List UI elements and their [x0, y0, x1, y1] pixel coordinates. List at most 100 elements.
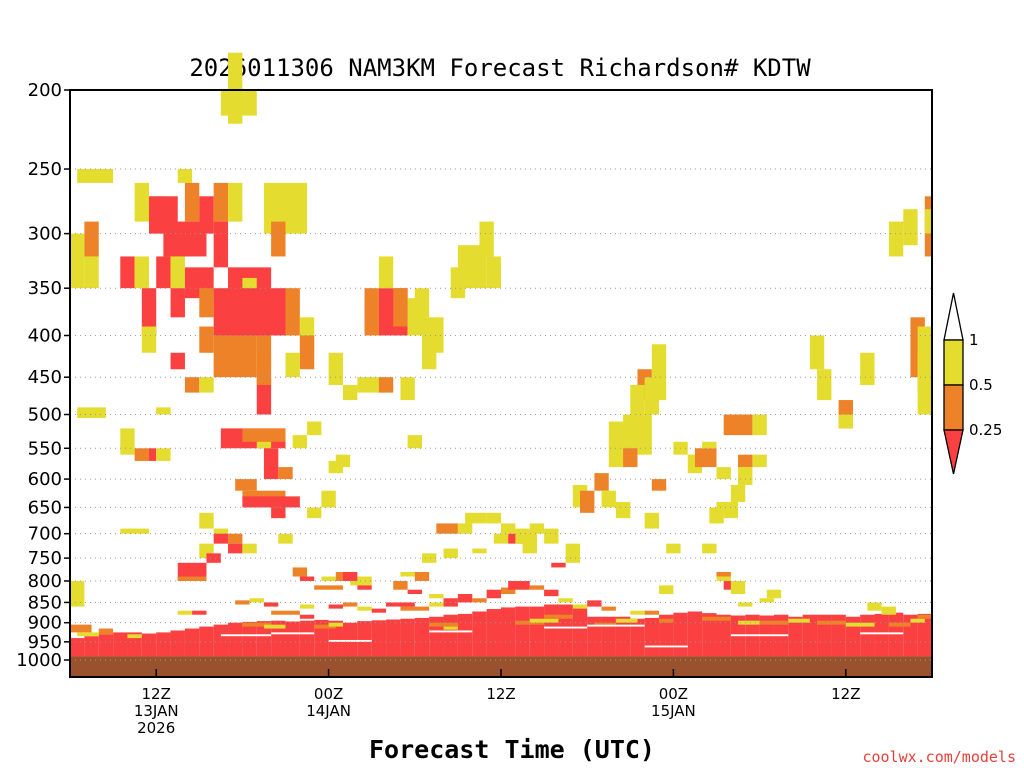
richardson-cell [716, 572, 731, 577]
richardson-cell [271, 221, 286, 257]
richardson-cell [292, 435, 308, 449]
richardson-cell [738, 467, 753, 485]
boundary-layer-cell [644, 617, 660, 657]
band-cell [271, 610, 300, 615]
richardson-cell [407, 589, 422, 595]
band-cell [443, 626, 458, 630]
richardson-cell [630, 384, 645, 415]
band-cell [572, 604, 588, 609]
richardson-cell [228, 182, 243, 222]
boundary-layer-cell [386, 619, 401, 657]
boundary-layer-cell [443, 614, 458, 657]
boundary-layer-cell [127, 632, 142, 657]
band-cell [98, 628, 114, 635]
richardson-cell [321, 576, 336, 581]
boundary-layer-cell [342, 622, 358, 657]
x-tick-label: 13JAN [134, 702, 179, 720]
richardson-cell [328, 352, 343, 385]
richardson-cell [263, 182, 286, 234]
band-gap [271, 632, 315, 635]
richardson-cell [709, 507, 724, 524]
richardson-cell [817, 369, 832, 401]
richardson-cell [472, 548, 487, 554]
richardson-cell [580, 490, 595, 513]
richardson-cell [501, 523, 516, 534]
richardson-cell [443, 548, 458, 559]
boundary-layer-cell [587, 616, 602, 657]
richardson-cell [716, 576, 731, 581]
band-cell [77, 632, 99, 637]
boundary-layer-cell [817, 614, 832, 657]
richardson-cell [228, 52, 243, 124]
band-cell [357, 606, 372, 611]
richardson-cell [199, 326, 214, 353]
band-cell [314, 624, 336, 629]
band-cell [342, 602, 358, 607]
boundary-layer-cell [70, 638, 85, 657]
band-cell [501, 587, 516, 595]
richardson-cell [694, 448, 717, 468]
x-tick-label: 12Z [142, 685, 171, 703]
y-tick-label: 800 [28, 571, 62, 592]
richardson-cell [70, 233, 85, 289]
richardson-cell [328, 460, 343, 474]
boundary-layer-cell [285, 621, 300, 657]
richardson-cell [867, 602, 882, 611]
richardson-cell [364, 288, 379, 336]
boundary-layer-cell [601, 616, 616, 657]
richardson-cell [400, 377, 415, 401]
richardson-cell [917, 352, 932, 415]
band-cell [910, 618, 925, 623]
richardson-cell [314, 585, 343, 590]
richardson-cell [623, 448, 638, 468]
credit-text: coolwx.com/models [862, 748, 1016, 766]
legend-label: 0.25 [969, 421, 1002, 439]
richardson-cell [170, 256, 185, 289]
boundary-layer-cell [199, 626, 214, 657]
band-gap [544, 626, 588, 629]
richardson-cell [766, 589, 782, 599]
richardson-cell [199, 512, 214, 529]
richardson-cell [529, 523, 545, 534]
boundary-layer-cell [702, 613, 717, 657]
richardson-cell [752, 454, 767, 468]
richardson-cell [615, 501, 631, 519]
band-cell [702, 616, 731, 621]
richardson-cell [177, 562, 207, 581]
boundary-layer-cell [242, 621, 257, 657]
x-tick-label: 12Z [831, 685, 860, 703]
boundary-layer-cell [802, 614, 818, 657]
boundary-layer-cell [486, 609, 501, 657]
richardson-cell [342, 572, 358, 581]
richardson-cell [228, 533, 243, 544]
richardson-cell [213, 221, 229, 268]
boundary-layer-cell [414, 617, 430, 657]
richardson-cell [84, 256, 99, 289]
richardson-cell [407, 435, 422, 449]
boundary-layer-cell [888, 612, 904, 657]
band-cell [429, 622, 458, 627]
boundary-layer-cell [558, 604, 573, 657]
band-cell [601, 606, 616, 611]
y-tick-label: 600 [28, 469, 62, 490]
boundary-layer-cell [544, 604, 559, 657]
boundary-layer-cell [184, 628, 200, 657]
richardson-cell [242, 428, 286, 442]
band-cell [127, 634, 142, 639]
richardson-cell [120, 428, 135, 455]
richardson-cell [77, 407, 106, 419]
boundary-layer-cell [501, 607, 516, 657]
band-cell [242, 622, 272, 627]
richardson-cell [493, 533, 509, 544]
richardson-cell [213, 533, 229, 544]
richardson-cell [393, 580, 408, 590]
boundary-layer-cell [472, 611, 487, 657]
richardson-cell [544, 528, 559, 544]
boundary-layer-cell [156, 632, 171, 657]
y-tick-label: 300 [28, 224, 62, 245]
richardson-cell [716, 467, 731, 480]
richardson-cell [515, 528, 530, 544]
richardson-cell [860, 352, 875, 385]
richardson-cell [594, 473, 609, 491]
y-tick-label: 500 [28, 405, 62, 426]
